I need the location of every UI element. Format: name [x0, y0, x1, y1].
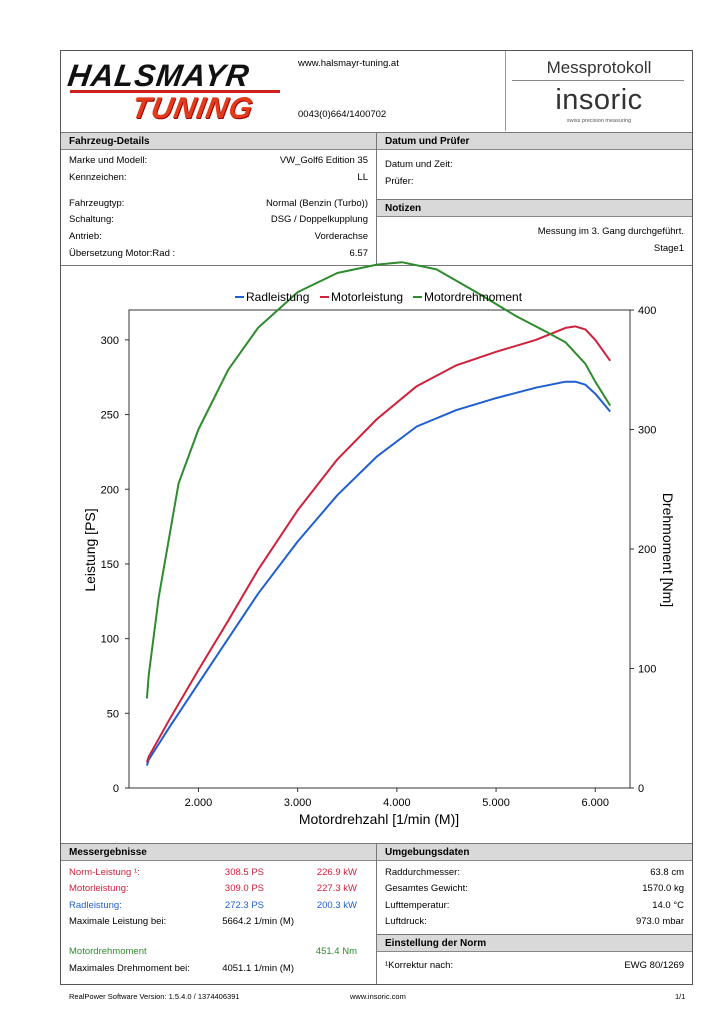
vehicle-value: Vorderachse	[314, 231, 368, 242]
y-tick-label: 100	[101, 634, 119, 646]
result-ps: 272.3 PS	[224, 900, 264, 911]
halsmayr-logo: HALSMAYR TUNING	[66, 58, 286, 126]
y2-tick-label: 300	[638, 425, 656, 437]
brand-tagline: swiss precision measuring	[566, 118, 632, 124]
vehicle-label: Marke und Modell:	[69, 155, 148, 166]
y2-axis-label: Drehmoment [Nm]	[660, 493, 676, 607]
env-value: 1570.0 kg	[642, 883, 684, 894]
logo-swoosh	[70, 90, 280, 93]
x-tick-label: 2.000	[185, 797, 213, 809]
vehicle-value: 6.57	[349, 248, 369, 259]
env-label: Luftdruck:	[385, 916, 427, 927]
footer-software: RealPower Software Version: 1.5.4.0 / 13…	[69, 992, 240, 1001]
env-value: 14.0 °C	[652, 900, 684, 911]
plot-area	[128, 309, 631, 789]
y-tick-label: 50	[107, 708, 119, 720]
vehicle-value: VW_Golf6 Edition 35	[279, 155, 368, 166]
vehicle-label: Fahrzeugtyp:	[69, 198, 125, 209]
result-kw: 200.3 kW	[316, 900, 357, 911]
max-power-label: Maximale Leistung bei:	[69, 916, 167, 927]
date-section-header: Datum und Prüfer	[377, 133, 692, 150]
notes-section-header: Notizen	[377, 200, 692, 217]
norm-value: EWG 80/1269	[624, 960, 684, 971]
y2-tick-label: 200	[638, 544, 656, 556]
footer-url[interactable]: www.insoric.com	[350, 992, 406, 1001]
series-line-motordrehmoment	[145, 261, 612, 699]
x-tick-label: 5.000	[482, 797, 510, 809]
insoric-logo: insoric	[555, 84, 643, 116]
phone-text: 0043(0)664/1400702	[298, 109, 387, 120]
y-tick-label: 200	[101, 484, 119, 496]
results-section-header: Messergebnisse	[61, 844, 376, 861]
result-kw: 226.9 kW	[316, 867, 357, 878]
x-tick-label: 3.000	[284, 797, 312, 809]
y-tick-label: 150	[101, 559, 119, 571]
env-value: 973.0 mbar	[635, 916, 684, 927]
y2-tick-label: 0	[638, 783, 644, 795]
x-tick-label: 6.000	[582, 797, 610, 809]
vehicle-label: Antrieb:	[69, 231, 102, 242]
result-label: Norm-Leistung ¹:	[69, 867, 140, 878]
protocol-frame	[60, 50, 693, 985]
x-tick-label: 4.000	[383, 797, 411, 809]
env-label: Raddurchmesser:	[385, 867, 460, 878]
legend-label: Motordrehmoment	[424, 290, 523, 304]
tester-label: Prüfer:	[385, 176, 414, 187]
date-label: Datum und Zeit:	[385, 159, 453, 170]
result-ps: 308.5 PS	[224, 867, 264, 878]
environment-section-header: Umgebungsdaten	[377, 844, 692, 861]
y-tick-label: 250	[101, 410, 119, 422]
env-value: 63.8 cm	[650, 867, 684, 878]
vehicle-label: Kennzeichen:	[69, 172, 127, 183]
legend-label: Radleistung	[246, 290, 309, 304]
torque-value: 451.4 Nm	[315, 946, 357, 957]
vehicle-label: Schaltung:	[69, 214, 114, 225]
series-line-motorleistung	[145, 325, 612, 763]
y2-tick-label: 100	[638, 664, 656, 676]
notes-line1: Messung im 3. Gang durchgeführt.	[537, 226, 684, 237]
vehicle-value: LL	[357, 172, 368, 183]
result-kw: 227.3 kW	[316, 883, 357, 894]
y-tick-label: 0	[113, 783, 119, 795]
vehicle-label: Übersetzung Motor:Rad :	[69, 248, 176, 259]
x-axis-label: Motordrehzahl [1/min (M)]	[299, 811, 459, 827]
vehicle-value: Normal (Benzin (Turbo))	[265, 198, 368, 209]
max-power-value: 5664.2 1/min (M)	[222, 916, 294, 927]
protocol-title: Messprotokoll	[546, 58, 652, 77]
vehicle-section-header: Fahrzeug-Details	[61, 133, 376, 150]
result-ps: 309.0 PS	[224, 883, 264, 894]
result-label: Motorleistung:	[69, 883, 129, 894]
max-torque-label: Maximales Drehmoment bei:	[69, 963, 190, 974]
env-label: Lufttemperatur:	[385, 900, 450, 911]
footer-page: 1/1	[675, 992, 686, 1001]
torque-label: Motordrehmoment	[69, 946, 147, 957]
vehicle-value: DSG / Doppelkupplung	[270, 214, 368, 225]
norm-label: ¹Korrektur nach:	[385, 960, 454, 971]
series-line-radleistung	[145, 380, 611, 766]
y-axis-label: Leistung [PS]	[82, 508, 98, 591]
notes-line2: Stage1	[653, 243, 684, 254]
y2-tick-label: 400	[638, 305, 656, 317]
max-torque-value: 4051.1 1/min (M)	[222, 963, 294, 974]
norm-section-header: Einstellung der Norm	[377, 935, 692, 952]
result-label: Radleistung:	[69, 900, 122, 911]
website-text: www.halsmayr-tuning.at	[298, 58, 399, 69]
y-tick-label: 300	[101, 335, 119, 347]
legend-label: Motorleistung	[331, 290, 403, 304]
env-label: Gesamtes Gewicht:	[385, 883, 468, 894]
